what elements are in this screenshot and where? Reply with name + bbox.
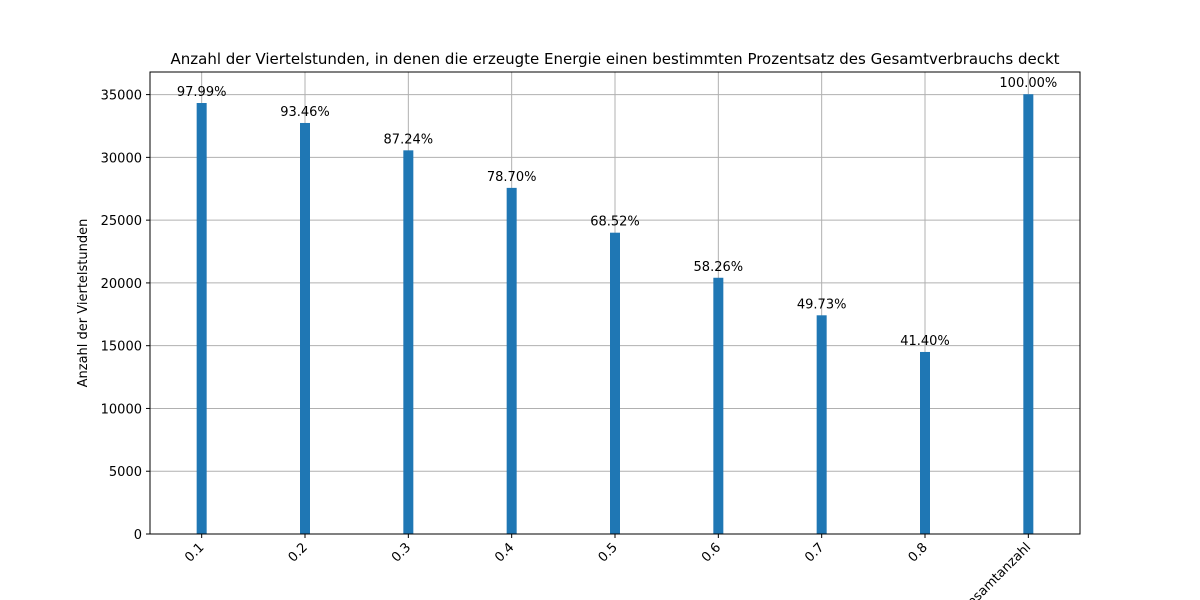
y-tick-label: 35000	[101, 89, 142, 104]
y-axis-label: Anzahl der Viertelstunden	[76, 219, 91, 388]
bar-value-labels: 97.99% 93.46% 87.24% 78.70% 68.52% 58.26% 49.7…	[177, 76, 1057, 349]
y-tick-label: 5000	[109, 465, 142, 480]
bar	[816, 315, 827, 534]
bar-value-label: 58.26%	[694, 260, 744, 275]
bar	[506, 187, 517, 534]
bar	[920, 351, 930, 534]
bar-value-label: 41.40%	[900, 334, 950, 349]
y-tick-label: 20000	[101, 277, 142, 292]
y-tick-label: 10000	[101, 402, 142, 417]
bar	[713, 277, 724, 534]
bar-value-label: 49.73%	[797, 297, 847, 312]
x-tick-label: 0.7	[802, 540, 827, 565]
x-tick-label: 0.2	[286, 540, 311, 565]
bars	[196, 94, 1034, 535]
x-tick-label: 0.3	[389, 540, 414, 565]
y-tick-label: 15000	[101, 340, 142, 355]
bar	[300, 122, 310, 535]
x-tick-label: 0.5	[596, 540, 621, 565]
x-tick-label: 0.8	[906, 540, 931, 565]
x-tick-label: Gesamtanzahl	[957, 540, 1034, 600]
y-tick-label: 0	[134, 528, 142, 543]
x-tick-label: 0.6	[699, 540, 724, 565]
bar	[403, 150, 414, 535]
y-axis-ticks: 0 5000 10000 15000 20000 25000 30000 35000	[101, 89, 150, 543]
bar	[196, 103, 207, 534]
bar	[610, 232, 620, 534]
x-tick-label: 0.4	[492, 540, 517, 565]
bar-value-label: 78.70%	[487, 170, 537, 185]
bar-value-label: 68.52%	[590, 215, 640, 230]
bar-value-label: 87.24%	[384, 132, 434, 147]
bar-value-label: 100.00%	[999, 76, 1057, 91]
x-tick-label: 0.1	[182, 540, 207, 565]
bar-value-label: 93.46%	[280, 105, 330, 120]
bar	[1023, 94, 1034, 535]
bar-value-label: 97.99%	[177, 85, 227, 100]
y-tick-label: 25000	[101, 214, 142, 229]
x-axis-ticks: 0.1 0.2 0.3 0.4 0.5 0.6 0.7 0.8 Gesamtanzahl	[182, 534, 1034, 600]
chart-title: Anzahl der Viertelstunden, in denen die …	[170, 50, 1059, 68]
y-tick-label: 30000	[101, 151, 142, 166]
